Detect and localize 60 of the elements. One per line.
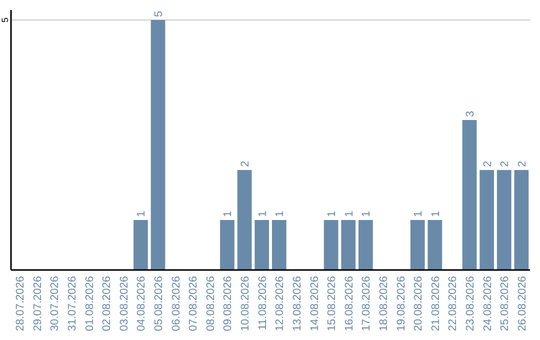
x-tick-label: 13.08.2026	[291, 276, 304, 332]
x-tick-label: 23.08.2026	[464, 276, 477, 332]
data-label: 1	[256, 210, 269, 217]
x-tick-label: 29.07.2026	[32, 276, 44, 332]
x-tick-label: 03.08.2026	[118, 276, 130, 332]
data-label: 3	[464, 110, 477, 117]
x-tick-label: 07.08.2026	[188, 276, 200, 332]
data-label: 1	[274, 210, 286, 217]
bar	[134, 220, 148, 270]
data-label: 2	[516, 160, 528, 167]
bar	[428, 220, 442, 270]
x-tick-label: 10.08.2026	[240, 276, 252, 332]
data-label: 2	[240, 160, 252, 167]
data-label: 1	[430, 210, 442, 217]
data-label: 1	[326, 210, 338, 217]
x-tick-label: 31.07.2026	[66, 276, 78, 332]
x-tick-label: 20.08.2026	[412, 276, 425, 332]
bar	[254, 220, 270, 270]
data-label: 1	[343, 210, 356, 217]
bar	[462, 120, 477, 270]
x-tick-label: 17.08.2026	[360, 276, 373, 332]
x-tick-label: 14.08.2026	[308, 276, 321, 332]
x-tick-label: 09.08.2026	[222, 276, 234, 332]
bar	[358, 220, 373, 270]
x-tick-label: 01.08.2026	[84, 276, 96, 332]
bar	[272, 220, 286, 270]
x-tick-label: 02.08.2026	[101, 276, 114, 332]
bar	[514, 170, 529, 270]
bar	[220, 220, 234, 270]
x-tick-label: 18.08.2026	[378, 276, 390, 332]
bar	[341, 220, 356, 270]
x-tick-label: 22.08.2026	[447, 276, 460, 332]
x-tick-label: 06.08.2026	[170, 276, 182, 332]
bar	[480, 170, 494, 270]
bar	[150, 20, 166, 270]
bar	[324, 220, 338, 270]
x-tick-label: 11.08.2026	[256, 276, 269, 330]
data-label: 5	[153, 10, 166, 17]
data-label: 1	[360, 210, 373, 217]
x-tick-label: 24.08.2026	[482, 276, 494, 332]
x-tick-label: 16.08.2026	[343, 276, 356, 332]
data-label: 1	[222, 210, 234, 217]
x-tick-label: 12.08.2026	[274, 276, 286, 332]
x-tick-label: 25.08.2026	[499, 276, 512, 332]
x-tick-label: 30.07.2026	[49, 276, 62, 332]
bar	[496, 170, 512, 270]
bar	[237, 170, 252, 270]
x-tick-label: 08.08.2026	[204, 276, 217, 332]
data-label: 1	[412, 210, 425, 217]
data-label: 2	[482, 160, 494, 167]
bar	[410, 220, 425, 270]
x-tick-label: 21.08.2026	[430, 276, 442, 332]
x-tick-label: 05.08.2026	[153, 276, 166, 332]
data-label: 1	[136, 210, 148, 217]
x-tick-label: 15.08.2026	[326, 276, 338, 332]
x-tick-label: 04.08.2026	[136, 276, 148, 332]
x-tick-label: 19.08.2026	[395, 276, 408, 332]
x-tick-label: 26.08.2026	[516, 276, 528, 332]
data-label: 2	[499, 160, 512, 167]
x-tick-label: 28.07.2026	[14, 276, 27, 332]
